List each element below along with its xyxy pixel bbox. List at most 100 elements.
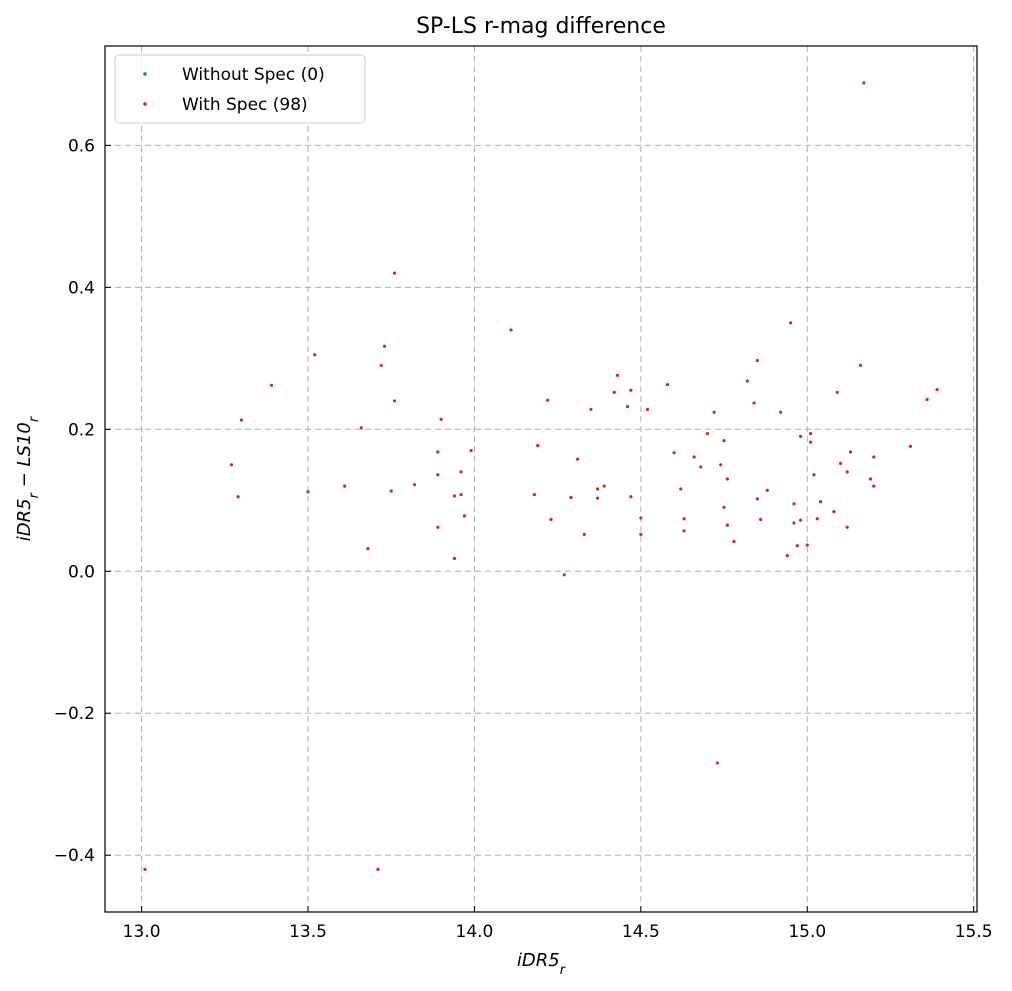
x-axis-label: iDR5r [517,950,567,978]
legend: Without Spec (0) With Spec (98) [114,54,366,124]
data-point [549,517,553,522]
data-point [715,761,719,765]
data-point [389,489,393,493]
data-point [306,490,310,494]
data-point [745,379,749,383]
data-point [639,516,643,520]
data-point [615,373,620,377]
data-point [582,532,586,536]
data-point [412,483,417,487]
data-point [569,495,573,500]
data-point [595,487,600,491]
data-point [765,488,769,492]
data-point [935,387,939,392]
data-point [452,556,457,561]
y-tick-label: 0.2 [68,420,95,440]
data-point [595,496,600,500]
data-point [532,493,536,497]
data-point [805,543,809,547]
data-point [818,500,823,504]
data-point [459,470,463,474]
data-point [792,502,796,506]
data-point [462,514,467,518]
data-point [509,328,513,332]
data-point [838,461,843,465]
data-point [629,495,633,499]
data-point [845,525,849,529]
data-point [799,434,803,439]
data-point [436,525,440,529]
data-point [759,517,763,522]
data-point [239,418,244,422]
legend-marker [143,72,147,76]
data-point [792,521,796,525]
data-points [143,81,939,872]
data-point [835,390,839,394]
x-tick-label: 13.5 [289,922,327,942]
legend-label: Without Spec (0) [182,65,325,85]
data-point [722,439,726,443]
legend-label: With Spec (98) [182,95,308,115]
data-point [795,544,799,548]
data-point [439,417,443,421]
data-point [832,510,836,514]
x-tick-label: 15.0 [788,922,826,942]
data-point [785,554,789,558]
x-tick-label: 14.5 [622,922,660,942]
y-axis: −0.4 −0.2 0.0 0.2 0.4 0.6 [54,136,111,866]
data-point [589,407,593,412]
data-point [858,363,863,368]
data-point [705,431,710,436]
data-point [625,404,630,409]
legend-box [114,54,366,124]
data-point [576,457,580,461]
x-tick-label: 15.5 [955,922,993,942]
data-point [269,383,274,387]
data-point [812,473,816,477]
data-point [602,484,606,488]
plot-frame [104,45,978,913]
data-point [779,410,783,414]
data-point [808,431,813,436]
data-point [629,388,633,392]
data-point [722,505,726,509]
data-point [799,518,803,522]
y-axis-label: iDR5r − LS10r [14,415,42,541]
data-point [925,397,929,402]
data-point [908,444,913,448]
data-point [682,517,686,521]
data-point [755,497,759,501]
data-point [755,358,759,363]
data-point [612,390,616,394]
x-axis: 13.0 13.5 14.0 14.5 15.0 15.5 [123,906,993,942]
chart-title: SP-LS r-mag difference [416,14,666,39]
data-point [808,440,813,444]
data-point [665,382,670,387]
data-point [343,484,347,488]
data-point [436,473,440,477]
data-point [359,426,363,430]
data-point [313,353,317,357]
data-point [452,494,457,498]
data-point [672,451,676,455]
data-point [679,487,683,491]
data-point [229,463,234,467]
legend-marker [143,102,147,106]
data-point [719,463,723,467]
data-point [725,523,729,527]
data-point [692,455,696,459]
data-point [469,449,473,453]
data-point [725,477,729,481]
data-point [862,81,866,85]
data-point [712,410,716,414]
y-tick-label: 0.0 [68,562,95,582]
data-point [645,407,650,412]
y-tick-label: −0.4 [54,846,95,866]
data-point [392,271,397,275]
data-point [392,399,397,403]
data-point [536,444,540,448]
y-tick-label: 0.6 [68,136,95,156]
y-tick-label: 0.4 [68,278,95,298]
